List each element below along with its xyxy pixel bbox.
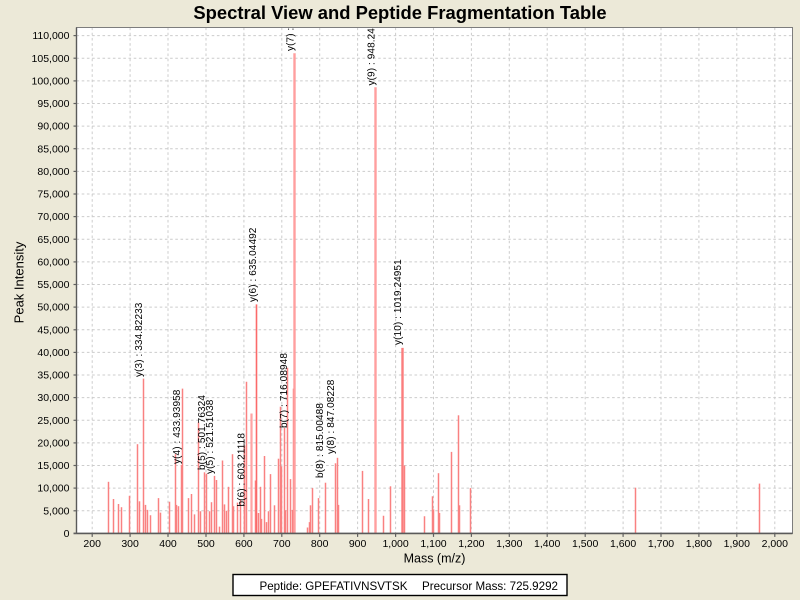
svg-text:y(8) : 847.08228: y(8) : 847.08228 — [326, 379, 337, 454]
svg-text:110,000: 110,000 — [32, 30, 69, 42]
svg-text:80,000: 80,000 — [37, 166, 69, 178]
svg-text:Mass (m/z): Mass (m/z) — [404, 552, 466, 566]
svg-text:Precursor Mass: 725.9292: Precursor Mass: 725.9292 — [422, 580, 558, 593]
svg-text:Peptide: GPEFATIVNSVTSK: Peptide: GPEFATIVNSVTSK — [260, 580, 408, 593]
svg-text:1,400: 1,400 — [534, 538, 560, 550]
svg-text:y(4) : 433.93958: y(4) : 433.93958 — [172, 389, 183, 464]
svg-text:5,000: 5,000 — [43, 505, 69, 517]
svg-text:y(3) : 334.82233: y(3) : 334.82233 — [134, 302, 145, 377]
svg-text:10,000: 10,000 — [37, 483, 69, 495]
svg-text:b(5) : 501.76324: b(5) : 501.76324 — [197, 395, 208, 470]
svg-text:70,000: 70,000 — [37, 211, 69, 223]
svg-text:50,000: 50,000 — [37, 302, 69, 314]
svg-text:75,000: 75,000 — [37, 189, 69, 201]
svg-text:600: 600 — [235, 538, 253, 550]
svg-text:25,000: 25,000 — [37, 415, 69, 427]
svg-text:700: 700 — [273, 538, 291, 550]
svg-text:1,200: 1,200 — [458, 538, 484, 550]
svg-text:Spectral View and Peptide Frag: Spectral View and Peptide Fragmentation … — [193, 2, 606, 23]
svg-text:105,000: 105,000 — [32, 53, 70, 65]
svg-text:900: 900 — [349, 538, 367, 550]
svg-text:1,500: 1,500 — [572, 538, 598, 550]
svg-text:55,000: 55,000 — [37, 279, 69, 291]
svg-text:65,000: 65,000 — [37, 234, 69, 246]
svg-text:Peak Intensity: Peak Intensity — [12, 241, 27, 323]
svg-text:45,000: 45,000 — [37, 324, 69, 336]
svg-text:90,000: 90,000 — [37, 121, 69, 133]
svg-text:800: 800 — [311, 538, 329, 550]
svg-text:100,000: 100,000 — [32, 76, 70, 88]
svg-text:1,100: 1,100 — [420, 538, 446, 550]
svg-text:y(6) : 635.04492: y(6) : 635.04492 — [248, 227, 259, 302]
svg-text:b(7) : 716.08948: b(7) : 716.08948 — [279, 353, 290, 428]
svg-text:y(9) : 948.24951: y(9) : 948.24951 — [367, 11, 378, 86]
svg-text:30,000: 30,000 — [37, 392, 69, 404]
svg-text:1,300: 1,300 — [496, 538, 522, 550]
svg-text:300: 300 — [121, 538, 139, 550]
svg-text:2,000: 2,000 — [762, 538, 788, 550]
svg-text:20,000: 20,000 — [37, 438, 69, 450]
svg-text:15,000: 15,000 — [37, 460, 69, 472]
svg-text:1,000: 1,000 — [382, 538, 408, 550]
svg-text:200: 200 — [83, 538, 101, 550]
svg-text:y(7) : 725.46011: y(7) : 725.46011 — [286, 0, 297, 51]
svg-text:1,700: 1,700 — [648, 538, 674, 550]
svg-text:40,000: 40,000 — [37, 347, 69, 359]
svg-text:400: 400 — [159, 538, 177, 550]
svg-text:95,000: 95,000 — [37, 98, 69, 110]
svg-text:y(5) : 521.51038: y(5) : 521.51038 — [205, 399, 216, 474]
svg-text:35,000: 35,000 — [37, 370, 69, 382]
svg-text:500: 500 — [197, 538, 215, 550]
svg-text:1,900: 1,900 — [724, 538, 750, 550]
svg-text:y(10) : 1019.24951: y(10) : 1019.24951 — [393, 259, 404, 345]
svg-text:85,000: 85,000 — [37, 143, 69, 155]
svg-text:b(6) : 603.21118: b(6) : 603.21118 — [236, 433, 247, 507]
svg-text:1,800: 1,800 — [686, 538, 712, 550]
svg-text:60,000: 60,000 — [37, 257, 69, 269]
svg-text:b(8) : 815.00488: b(8) : 815.00488 — [315, 403, 326, 478]
svg-text:1,600: 1,600 — [610, 538, 636, 550]
svg-text:0: 0 — [64, 528, 70, 540]
